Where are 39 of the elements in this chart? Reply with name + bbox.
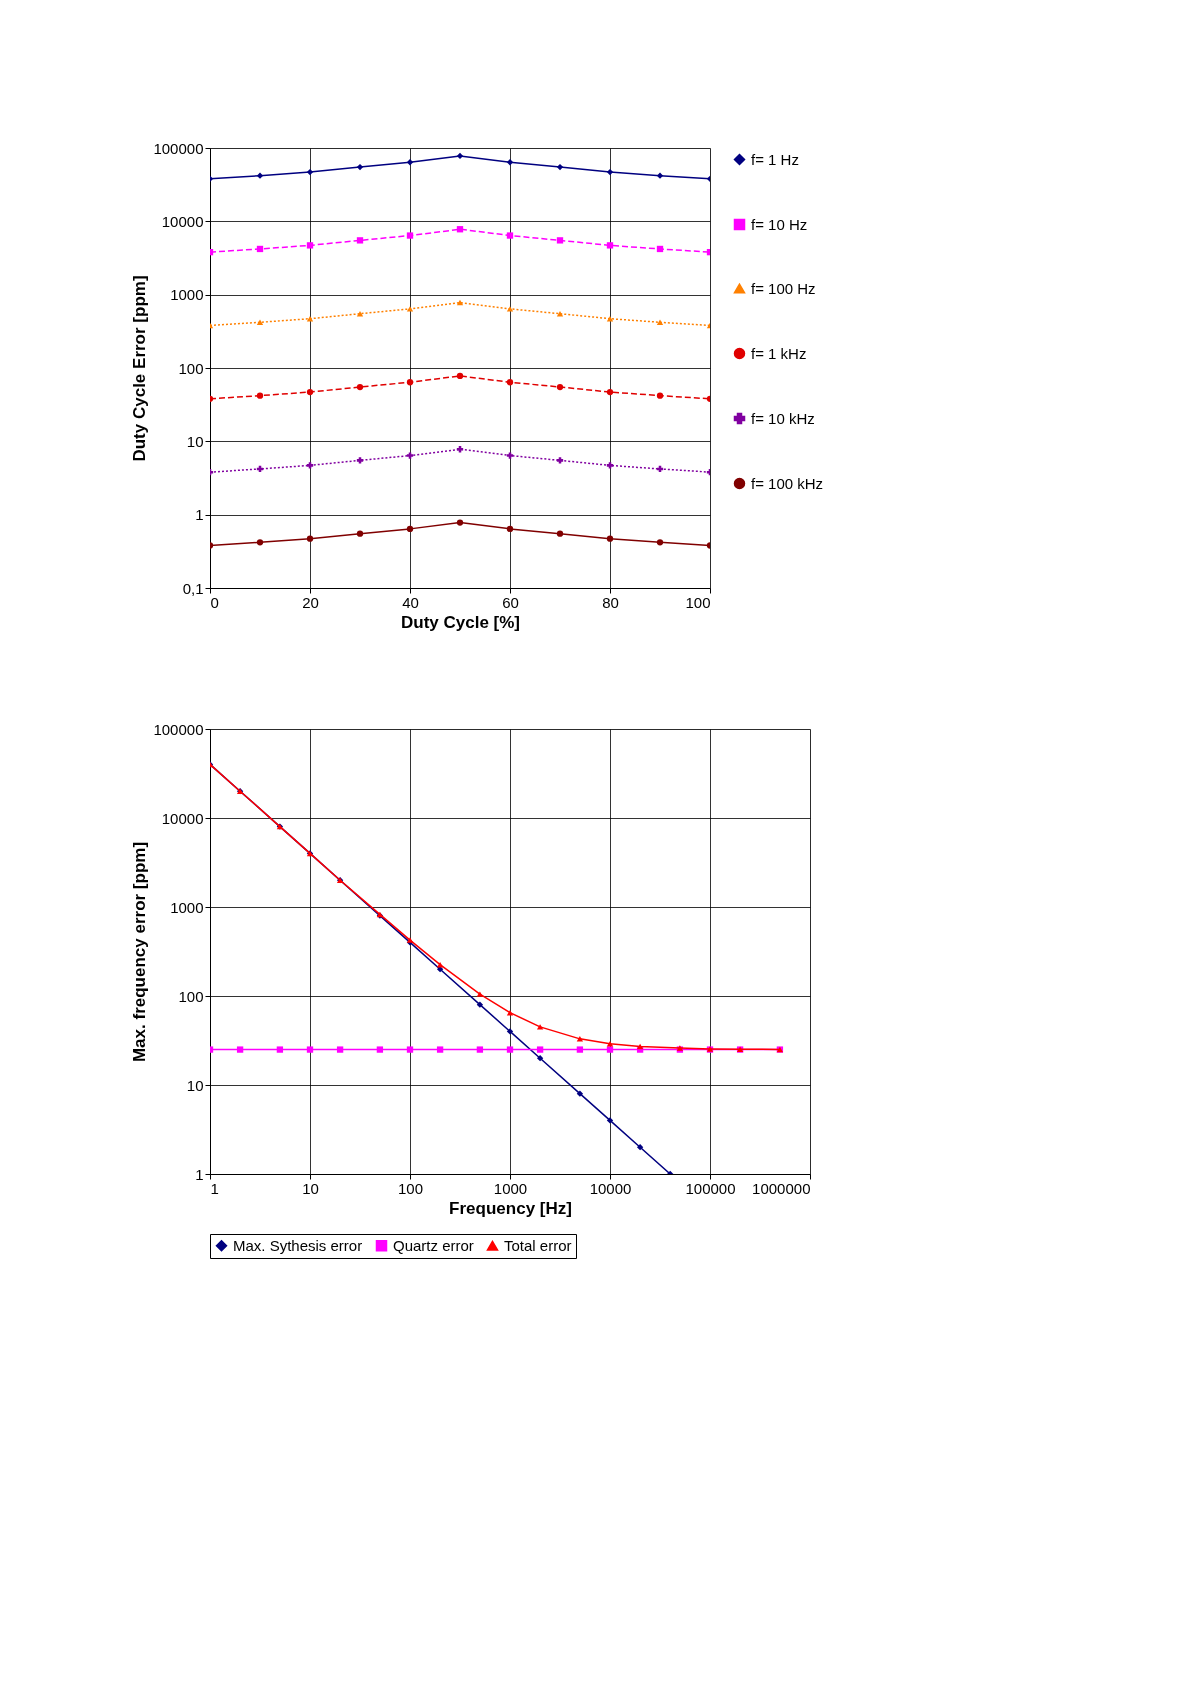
x-tick-label: 20 [302, 593, 319, 611]
legend-label: f= 100 Hz [751, 279, 816, 297]
x-tick-label: 1000000 [752, 1179, 811, 1197]
legend-label: f= 1 kHz [751, 344, 807, 362]
y-tick-label: 100000 [153, 139, 204, 157]
y-tick-label: 0,1 [182, 579, 204, 597]
y-axis-title: Max. frequency error [ppm] [130, 841, 150, 1063]
y-tick-label: 100 [178, 987, 204, 1005]
y-tick-label: 10 [186, 432, 204, 450]
y-tick-label: 1000 [170, 286, 204, 304]
y-tick-label: 10000 [161, 809, 204, 827]
x-tick-label: 40 [402, 593, 419, 611]
y-tick-label: 10 [186, 1076, 204, 1094]
x-tick-label: 100 [685, 593, 711, 611]
x-tick-label: 1 [210, 1179, 219, 1197]
x-tick-label: 1000 [493, 1179, 528, 1197]
x-axis-title: Frequency [Hz] [449, 1198, 572, 1218]
x-tick-label: 100000 [685, 1179, 736, 1197]
x-tick-label: 10 [302, 1179, 319, 1197]
legend-label: f= 10 Hz [751, 215, 808, 233]
legend-label: Quartz error [393, 1236, 474, 1254]
x-tick-label: 0 [210, 593, 219, 611]
y-tick-label: 1000 [170, 898, 204, 916]
y-tick-label: 100 [178, 359, 204, 377]
x-tick-label: 80 [602, 593, 619, 611]
legend-label: f= 10 kHz [751, 409, 815, 427]
y-tick-label: 1 [195, 506, 204, 524]
y-tick-label: 10000 [161, 212, 204, 230]
legend-label: f= 100 kHz [751, 474, 824, 492]
x-tick-label: 10000 [589, 1179, 632, 1197]
y-tick-label: 100000 [153, 720, 204, 738]
legend-label: Max. Sythesis error [233, 1236, 363, 1254]
x-tick-label: 100 [397, 1179, 424, 1197]
legend-label: Total error [504, 1236, 572, 1254]
legend-label: f= 1 Hz [751, 150, 799, 168]
x-axis-title: Duty Cycle [%] [400, 612, 521, 632]
x-tick-label: 60 [502, 593, 519, 611]
y-axis-title: Duty Cycle Error [ppm] [130, 275, 150, 462]
y-tick-label: 1 [195, 1165, 204, 1183]
